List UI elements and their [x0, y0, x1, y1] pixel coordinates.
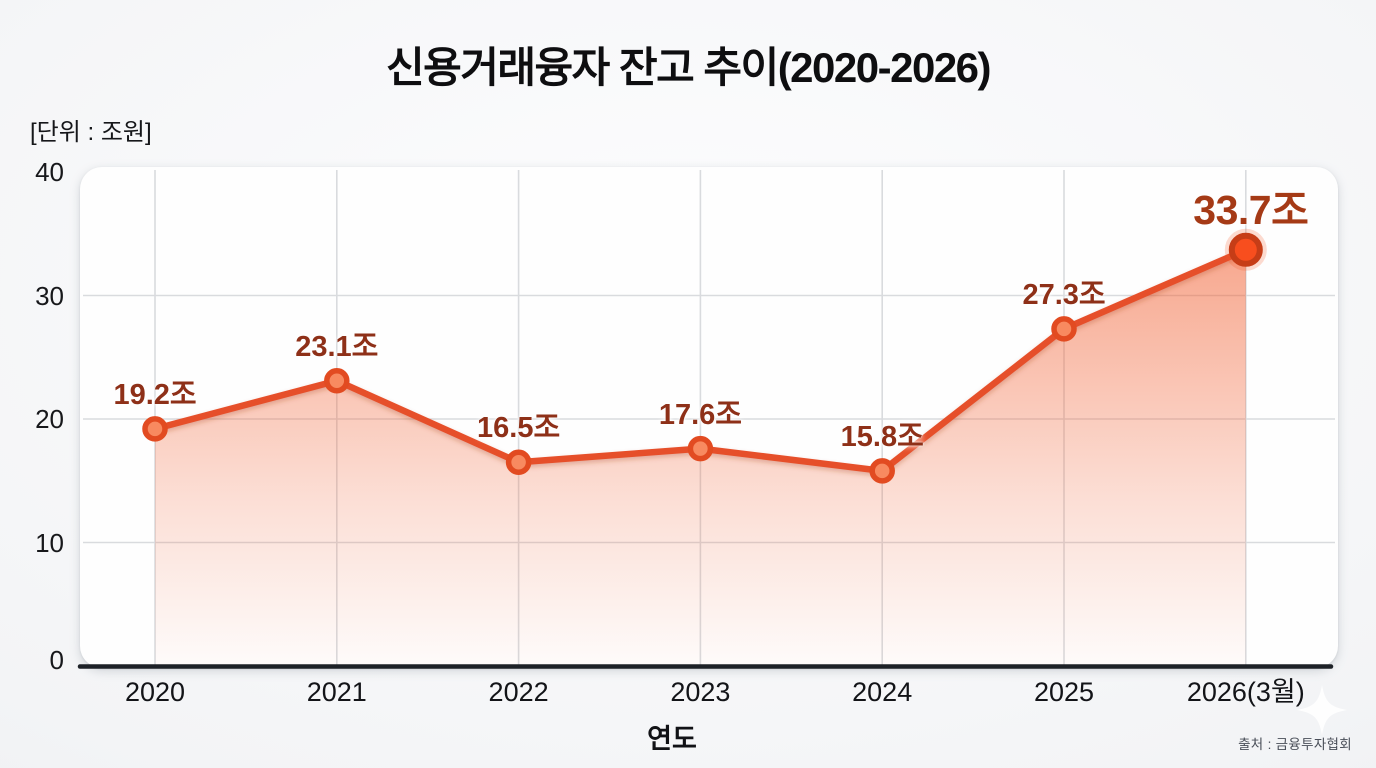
unit-label: [단위 : 조원]	[30, 119, 152, 146]
point-value-label-2021: 23.1조	[295, 330, 379, 363]
point-value-label-2020: 19.2조	[113, 378, 197, 411]
x-tick-label-2023: 2023	[670, 677, 731, 707]
x-axis-title: 연도	[647, 724, 697, 754]
data-point-marker-2023	[687, 435, 714, 462]
point-value-label-2025: 27.3조	[1022, 278, 1106, 311]
point-value-label-2023: 17.6조	[658, 398, 742, 431]
y-tick-label-20: 20	[35, 404, 64, 434]
data-point-marker-2021	[324, 367, 350, 394]
chart-title: 신용거래융자 잔고 추이(2020-2026)	[385, 44, 992, 91]
x-tick-label-2021: 2021	[306, 677, 367, 707]
sparkle-icon	[1297, 685, 1347, 735]
y-tick-label-40: 40	[35, 157, 64, 187]
x-tick-label-2024: 2024	[852, 677, 913, 707]
x-tick-label-2020: 2020	[124, 677, 186, 707]
y-tick-label-10: 10	[35, 527, 64, 558]
data-point-marker-2020	[142, 416, 168, 442]
source-credit: 출처 : 금융투자협회	[1238, 737, 1352, 752]
x-tick-label-2025: 2025	[1033, 677, 1095, 707]
data-point-marker-2026(3월)	[1224, 228, 1267, 271]
data-point-marker-2022	[505, 449, 532, 475]
point-value-label-2024: 15.8조	[840, 420, 924, 453]
x-tick-label-2026(3월): 2026(3월)	[1186, 677, 1305, 707]
y-tick-label-30: 30	[35, 280, 64, 311]
point-value-label-2026(3월): 33.7조	[1193, 186, 1309, 233]
data-point-marker-2025	[1051, 316, 1077, 342]
x-tick-label-2022: 2022	[488, 677, 549, 707]
point-value-label-2022: 16.5조	[477, 412, 561, 445]
data-point-marker-2024	[869, 458, 895, 484]
y-tick-label-0: 0	[49, 645, 64, 675]
